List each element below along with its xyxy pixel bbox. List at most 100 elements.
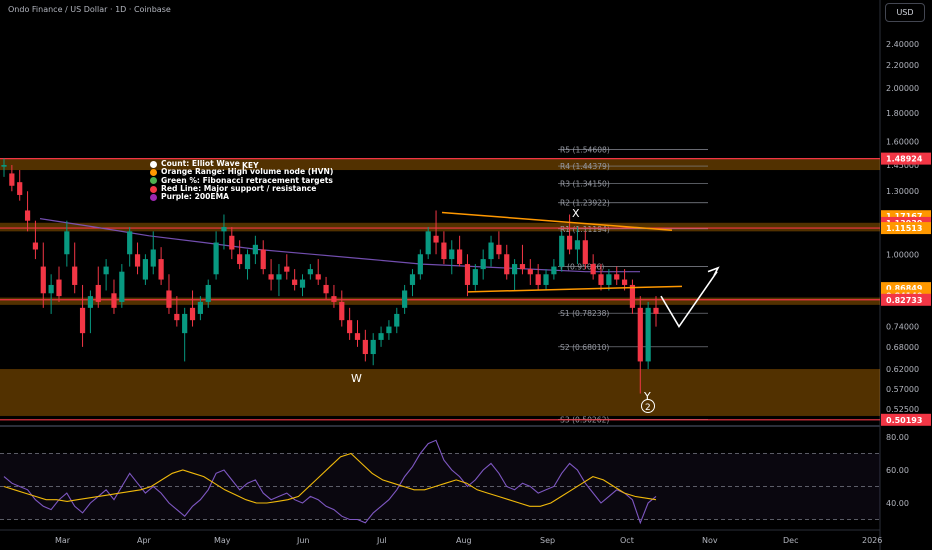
candle-body — [645, 307, 651, 362]
candle-body — [614, 274, 620, 280]
candle-body — [653, 307, 659, 314]
projection-path — [660, 271, 718, 329]
legend-color-dot — [150, 160, 157, 168]
candle-body — [103, 266, 109, 275]
price-tag — [881, 293, 931, 306]
candle-body — [40, 266, 46, 294]
candle-body — [260, 249, 266, 270]
rsi-line — [3, 439, 657, 525]
price-axis-label: 0.52500 — [886, 405, 919, 414]
legend-label: Count: Elliot Wave — [161, 159, 240, 168]
candle-body — [582, 240, 588, 265]
pivot-label: R4 (1.44379) — [560, 162, 610, 171]
wave-label-w: W — [351, 372, 362, 385]
candle-body — [378, 333, 384, 340]
candle-body — [535, 274, 541, 285]
candle-body — [574, 240, 581, 250]
time-axis-label: May — [214, 536, 231, 545]
time-axis-label: Apr — [137, 536, 152, 545]
wave-count-circle — [641, 399, 655, 413]
price-axis-label: 2.40000 — [886, 40, 919, 49]
pivot-label: S2 (0.68010) — [560, 343, 609, 352]
time-axis-label: 2026 — [862, 536, 882, 545]
wave-label-y: Y — [643, 390, 651, 403]
candle-body — [425, 231, 431, 255]
legend-item: Purple: 200EMA — [150, 192, 333, 201]
time-axis-label: Jul — [376, 536, 387, 545]
candle-body — [566, 235, 573, 250]
candle-body — [496, 244, 502, 255]
rsi-axis-label: 60.00 — [886, 466, 909, 475]
candle-body — [307, 269, 313, 275]
candle-body — [205, 284, 211, 302]
candle-body — [394, 313, 400, 327]
candle-body — [9, 173, 15, 186]
legend-title: KEY — [242, 161, 259, 170]
pivot-label: P (0.95066) — [560, 262, 604, 271]
candle-body — [315, 274, 321, 280]
legend-color-dot — [150, 168, 157, 176]
price-axis-label: 1.45000 — [886, 161, 919, 170]
candle-body — [449, 249, 455, 260]
legend-label: Red Line: Major support / resistance — [161, 183, 317, 193]
price-axis-label: 1.30000 — [886, 187, 919, 196]
candle-body — [629, 284, 636, 308]
candle-body — [32, 242, 39, 250]
candle-body — [409, 274, 416, 285]
candle-body — [488, 242, 494, 260]
candle-body — [95, 284, 101, 302]
price-tag-label: 1.17167 — [886, 212, 922, 221]
candle-body — [48, 284, 54, 294]
price-axis-label: 2.00000 — [886, 84, 919, 93]
candle-body — [276, 274, 282, 280]
symbol-title: Ondo Finance / US Dollar · 1D · Coinbase — [8, 5, 171, 14]
candle-body — [229, 235, 235, 250]
candle-body — [433, 235, 439, 243]
time-axis-label: Nov — [702, 536, 718, 545]
price-axis-label: 0.57000 — [886, 385, 919, 394]
orange-trendline-upper — [441, 211, 673, 232]
candle-body — [370, 339, 376, 355]
candle-body — [158, 259, 164, 280]
candle-body — [119, 271, 125, 302]
candle-body — [480, 259, 486, 270]
price-axis-label: 0.68000 — [886, 343, 919, 352]
candle-body — [79, 307, 86, 334]
price-axis-label: 0.62000 — [886, 365, 919, 374]
hvn-zone — [0, 222, 880, 232]
price-axis-label: 2.20000 — [886, 61, 919, 70]
candle-body — [621, 279, 628, 285]
price-tag-label: 0.86849 — [886, 284, 923, 293]
orange-trendline-lower — [467, 285, 683, 293]
candle-body — [127, 231, 133, 255]
legend-color-dot — [150, 185, 157, 193]
pivot-label: R2 (1.23922) — [560, 199, 610, 208]
candle-body — [386, 326, 392, 334]
candle-body — [362, 339, 368, 355]
candle-body — [174, 313, 180, 321]
candle-body — [519, 264, 526, 270]
currency-button[interactable]: USD — [885, 3, 925, 22]
candle-body — [111, 293, 117, 308]
candle-body — [347, 320, 353, 334]
candle-body — [590, 264, 596, 275]
pivot-label: R3 (1.34150) — [560, 180, 610, 189]
candle-body — [64, 231, 70, 255]
candle-body — [543, 274, 549, 285]
candle-body — [87, 296, 94, 308]
legend-label: Orange Range: High volume node (HVN) — [161, 167, 334, 177]
rsi-band — [0, 453, 880, 520]
pivot-label: R1 (1.11194) — [560, 225, 610, 234]
candle-body — [339, 301, 345, 321]
hvn-zone — [0, 158, 880, 171]
legend-color-dot — [150, 177, 157, 185]
price-axis-label: 1.00000 — [886, 250, 919, 259]
price-tag-label: 1.11513 — [886, 224, 922, 233]
candle-body — [134, 254, 141, 267]
legend-item: Red Line: Major support / resistance — [150, 183, 333, 193]
hvn-zone — [0, 297, 880, 305]
legend-item: Green %: Fibonacci retracement targets — [150, 176, 333, 185]
candle-body — [598, 274, 604, 285]
